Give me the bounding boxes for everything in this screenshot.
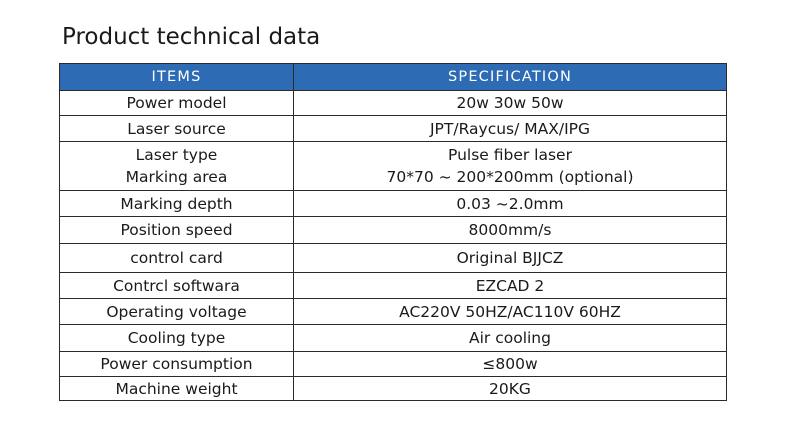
spec-cell: EZCAD 2 (293, 272, 727, 299)
item-cell: Marking depth (59, 190, 294, 217)
spec-line: 70*70 ~ 200*200mm (optional) (386, 168, 634, 186)
table-row: Contrcl softwara EZCAD 2 (59, 272, 727, 299)
item-cell: Cooling type (59, 324, 294, 352)
item-cell: Machine weight (59, 376, 294, 401)
table-row: Laser source JPT/Raycus/ MAX/IPG (59, 115, 727, 142)
technical-data-table: ITEMS SPECIFICATION Power model 20w 30w … (59, 63, 727, 401)
spec-cell: JPT/Raycus/ MAX/IPG (293, 115, 727, 142)
spec-cell: ≤800w (293, 351, 727, 377)
spec-cell: 8000mm/s (293, 216, 727, 244)
spec-cell: 20KG (293, 376, 727, 401)
item-line: Laser type (135, 146, 218, 164)
spec-cell: Original BJJCZ (293, 243, 727, 273)
item-cell: control card (59, 243, 294, 273)
item-cell: Laser type Marking area (59, 141, 294, 191)
spec-line: Pulse fiber laser (448, 146, 572, 164)
column-header-items: ITEMS (59, 63, 294, 91)
spec-cell: Air cooling (293, 324, 727, 352)
item-cell: Laser source (59, 115, 294, 142)
table-row: control card Original BJJCZ (59, 243, 727, 273)
item-line: Marking area (125, 168, 228, 186)
table-row: Power consumption ≤800w (59, 351, 727, 377)
item-cell: Contrcl softwara (59, 272, 294, 299)
item-cell: Power model (59, 90, 294, 116)
table-row: Laser type Marking area Pulse fiber lase… (59, 141, 727, 191)
spec-cell: 0.03 ~2.0mm (293, 190, 727, 217)
table-row: Operating voltage AC220V 50HZ/AC110V 60H… (59, 298, 727, 325)
table-row: Position speed 8000mm/s (59, 216, 727, 244)
table-row: Power model 20w 30w 50w (59, 90, 727, 116)
item-cell: Position speed (59, 216, 294, 244)
item-cell: Power consumption (59, 351, 294, 377)
page-title: Product technical data (62, 24, 321, 50)
column-header-specification: SPECIFICATION (293, 63, 727, 91)
table-row: Cooling type Air cooling (59, 324, 727, 352)
item-cell: Operating voltage (59, 298, 294, 325)
spec-cell: Pulse fiber laser 70*70 ~ 200*200mm (opt… (293, 141, 727, 191)
table-row: Marking depth 0.03 ~2.0mm (59, 190, 727, 217)
spec-cell: AC220V 50HZ/AC110V 60HZ (293, 298, 727, 325)
table-header-row: ITEMS SPECIFICATION (59, 63, 727, 91)
spec-cell: 20w 30w 50w (293, 90, 727, 116)
table-row: Machine weight 20KG (59, 376, 727, 401)
